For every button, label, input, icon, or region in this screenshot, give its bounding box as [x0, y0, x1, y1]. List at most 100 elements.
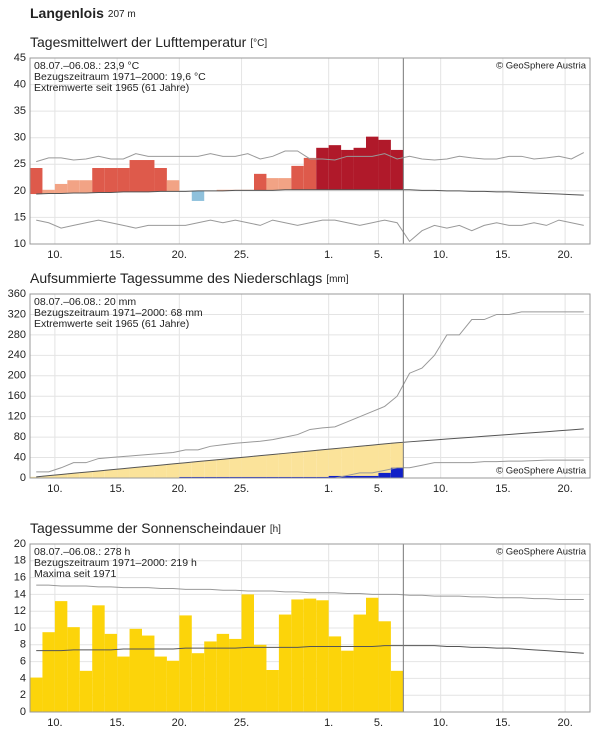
y-tick-label: 25: [14, 158, 26, 170]
bar: [316, 600, 329, 712]
bar: [117, 168, 130, 192]
bar: [378, 472, 391, 478]
chart-title: Tagesmittelwert der Lufttemperatur [°C]: [30, 34, 267, 50]
normal-area: [54, 474, 68, 478]
x-tick-label: 15.: [109, 483, 124, 495]
x-tick-label: 15.: [109, 249, 124, 261]
annotation: 08.07.–06.08.: 278 h: [34, 546, 130, 558]
bar: [328, 145, 342, 190]
normal-area: [154, 465, 167, 478]
normal-line: [36, 645, 584, 654]
bar: [353, 614, 366, 712]
y-tick-label: 80: [14, 431, 26, 443]
annotation: Bezugszeitraum 1971–2000: 219 h: [34, 557, 197, 569]
y-tick-label: 10: [14, 238, 26, 250]
normal-area: [278, 453, 292, 478]
max-line: [36, 150, 585, 163]
y-tick-label: 200: [8, 370, 26, 382]
bar: [328, 636, 342, 712]
annotation: Bezugszeitraum 1971–2000: 19,6 °C: [34, 71, 206, 83]
y-tick-label: 4: [20, 672, 26, 684]
annotation: Extremwerte seit 1965 (61 Jahre): [34, 318, 189, 330]
title-unit: [h]: [270, 524, 281, 535]
bar: [341, 475, 354, 478]
chart-title: Aufsummierte Tagessumme des Niederschlag…: [30, 270, 349, 286]
normal-area: [179, 462, 192, 478]
normal-area: [79, 472, 93, 478]
y-tick-label: 6: [20, 656, 26, 668]
bar: [54, 183, 68, 194]
x-tick-label: 15.: [495, 249, 510, 261]
bar: [328, 475, 342, 478]
normal-area: [316, 449, 329, 478]
x-tick-label: 15.: [495, 717, 510, 729]
y-tick-label: 320: [8, 308, 26, 320]
plot-frame: [29, 57, 591, 245]
y-tick-label: 8: [20, 639, 26, 651]
bar: [278, 178, 292, 190]
min-line: [36, 219, 584, 243]
bar: [229, 476, 242, 478]
normal-area: [166, 463, 180, 478]
bar: [378, 139, 391, 190]
x-tick-label: 20.: [172, 483, 187, 495]
normal-area: [117, 468, 130, 478]
title-text: Tagesmittelwert der Lufttemperatur: [30, 34, 247, 50]
normal-area: [291, 452, 304, 478]
bar: [254, 476, 267, 478]
bar: [79, 180, 93, 193]
y-tick-label: 45: [14, 52, 26, 64]
normal-area: [104, 469, 118, 478]
normal-area: [229, 458, 242, 478]
bar: [154, 168, 167, 192]
x-tick-label: 25.: [234, 717, 249, 729]
y-tick-label: 160: [8, 390, 26, 402]
y-tick-label: 40: [14, 451, 26, 463]
y-tick-label: 2: [20, 689, 26, 701]
bar: [216, 189, 230, 191]
bar: [241, 476, 254, 478]
bar: [390, 149, 404, 190]
bar: [129, 628, 142, 712]
x-tick-label: 20.: [557, 249, 572, 261]
normal-area: [366, 445, 379, 478]
bar: [191, 653, 205, 712]
normal-area: [204, 460, 217, 478]
x-tick-label: 10.: [433, 249, 448, 261]
y-tick-label: 280: [8, 329, 26, 341]
normal-area: [266, 454, 279, 478]
chart-title: Tagessumme der Sonnenscheindauer [h]: [30, 520, 281, 536]
x-tick-label: 15.: [495, 483, 510, 495]
bar: [92, 168, 105, 193]
bar: [67, 627, 80, 712]
y-tick-label: 0: [20, 706, 26, 718]
y-tick-label: 30: [14, 132, 26, 144]
bar: [30, 677, 43, 712]
bar: [390, 670, 404, 712]
bar: [204, 476, 217, 478]
x-tick-label: 1.: [324, 249, 333, 261]
bar: [30, 168, 43, 195]
bar: [254, 644, 267, 712]
y-tick-label: 20: [14, 538, 26, 550]
max-line: [36, 584, 584, 600]
title-unit: [°C]: [250, 38, 267, 49]
x-tick-label: 10.: [433, 483, 448, 495]
bar: [266, 476, 279, 478]
x-tick-label: 5.: [374, 483, 383, 495]
normal-area: [129, 467, 142, 478]
plot-frame: [29, 543, 591, 713]
x-tick-label: 5.: [374, 717, 383, 729]
y-tick-label: 20: [14, 185, 26, 197]
y-tick-label: 0: [20, 472, 26, 484]
x-tick-label: 1.: [324, 483, 333, 495]
bar: [266, 178, 279, 191]
y-tick-label: 15: [14, 211, 26, 223]
bar: [216, 476, 230, 478]
bar: [303, 598, 317, 712]
bar: [303, 476, 317, 478]
annotation: 08.07.–06.08.: 23,9 °C: [34, 60, 140, 72]
bar: [341, 149, 354, 190]
x-tick-label: 25.: [234, 483, 249, 495]
bar: [216, 633, 230, 712]
